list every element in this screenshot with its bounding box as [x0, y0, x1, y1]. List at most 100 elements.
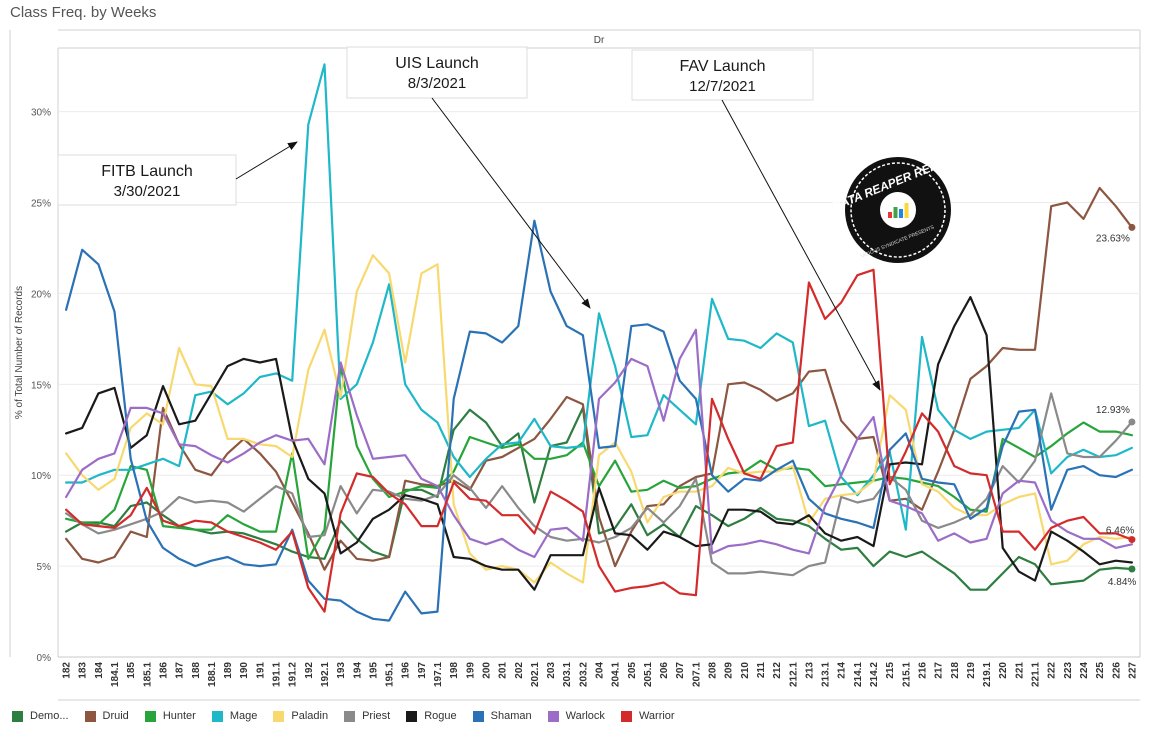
x-tick-label: 208	[708, 662, 719, 679]
x-tick-label: 204.1	[611, 662, 622, 687]
x-tick-label: 197.1	[433, 662, 444, 687]
annotation-arrow	[431, 97, 591, 309]
end-point-marker	[1128, 418, 1136, 426]
legend-label: Shaman	[490, 710, 532, 722]
legend-swatch	[84, 710, 96, 722]
x-tick-label: 227	[1127, 662, 1138, 679]
legend-item: Mage	[211, 710, 258, 722]
annotation-arrow	[235, 141, 298, 180]
end-value-label: 12.93%	[1096, 405, 1130, 416]
x-tick-label: 195	[368, 662, 379, 679]
x-tick-label: 186	[158, 662, 169, 679]
legend-label: Rogue	[424, 710, 457, 722]
y-tick-label: 15%	[31, 380, 51, 391]
logo-bar-icon	[904, 203, 909, 218]
legend-label: Druid	[102, 710, 129, 722]
x-tick-label: 212	[772, 662, 783, 679]
x-tick-label: 218	[950, 662, 961, 679]
x-tick-label: 213.1	[821, 662, 832, 687]
x-tick-label: 202.1	[530, 662, 541, 687]
series-line-warlock	[64, 328, 1134, 559]
x-tick-label: 191.1	[272, 662, 283, 687]
x-tick-label: 212.1	[788, 662, 799, 687]
x-tick-label: 224	[1079, 662, 1090, 679]
x-tick-label: 191.2	[288, 662, 299, 687]
x-tick-label: 226	[1111, 662, 1122, 679]
legend-item: Paladin	[273, 710, 328, 722]
logo-center	[878, 190, 918, 230]
x-tick-label: 214.2	[869, 662, 880, 687]
legend-item: Rogue	[406, 710, 457, 722]
x-tick-label: 192.1	[320, 662, 331, 687]
x-tick-label: 207	[675, 662, 686, 679]
y-tick-label: 0%	[37, 653, 52, 664]
x-tick-label: 189	[223, 662, 234, 679]
legend-item: Warlock	[547, 710, 605, 722]
legend-swatch	[211, 710, 223, 722]
x-tick-label: 196	[401, 662, 412, 679]
series-line-paladin	[64, 254, 1134, 584]
annotation-title: FITB Launch	[101, 163, 193, 180]
series-line-mage	[64, 63, 1134, 531]
legend-swatch	[472, 710, 484, 722]
x-tick-label: 188.1	[207, 662, 218, 687]
x-tick-label: 203	[546, 662, 557, 679]
series-line-priest	[64, 392, 1134, 577]
legend-swatch	[273, 710, 285, 722]
x-tick-label: 223	[1063, 662, 1074, 679]
end-point-marker	[1128, 223, 1136, 231]
annotation-title: FAV Launch	[680, 58, 766, 75]
legend-swatch	[344, 710, 356, 722]
logo-bar-icon	[893, 207, 898, 218]
x-tick-label: 185	[126, 662, 137, 679]
x-tick-label: 204	[595, 662, 606, 679]
x-tick-label: 187	[175, 662, 186, 679]
annotation-box	[57, 154, 237, 206]
x-tick-label: 191	[255, 662, 266, 679]
x-tick-label: 190	[239, 662, 250, 679]
annotation-box	[631, 49, 814, 101]
logo-ring	[850, 162, 946, 258]
series-line-shaman	[64, 219, 1134, 622]
legend-swatch	[547, 710, 559, 722]
annotation-date: 12/7/2021	[689, 78, 756, 95]
x-tick-label: 222	[1047, 662, 1058, 679]
x-tick-label: 209	[724, 662, 735, 679]
end-value-label: 23.63%	[1096, 233, 1130, 244]
legend-label: Demo...	[30, 710, 69, 722]
x-tick-label: 214.1	[853, 662, 864, 687]
x-tick-label: 221	[1014, 662, 1025, 679]
x-tick-label: 207.1	[691, 662, 702, 687]
x-tick-label: 192	[304, 662, 315, 679]
x-tick-label: 201	[498, 662, 509, 679]
logo-bar-icon	[888, 212, 892, 218]
series-line-warrior	[64, 268, 1134, 613]
legend-label: Priest	[362, 710, 391, 722]
x-tick-label: 211	[756, 662, 767, 679]
x-tick-label: 216	[917, 662, 928, 679]
x-tick-label: 205.1	[643, 662, 654, 687]
x-tick-label: 214	[837, 662, 848, 679]
y-tick-label: 30%	[31, 108, 51, 119]
y-tick-label: 5%	[37, 562, 52, 573]
x-tick-label: 206	[659, 662, 670, 679]
legend-item: Priest	[344, 710, 390, 722]
x-tick-label: 203.1	[562, 662, 573, 687]
x-tick-label: 220	[998, 662, 1009, 679]
series-line-hunter	[64, 365, 1134, 560]
y-axis-title: % of Total Number of Records	[14, 286, 25, 419]
legend-swatch	[620, 710, 632, 722]
x-tick-label: 183	[78, 662, 89, 679]
annotation-date: 8/3/2021	[408, 75, 466, 92]
x-tick-label: 194	[352, 662, 363, 679]
x-tick-label: 213	[804, 662, 815, 679]
chart-header-label: Dr	[594, 35, 605, 46]
end-point-marker	[1128, 536, 1136, 544]
x-tick-label: 215	[885, 662, 896, 679]
legend-label: Mage	[229, 710, 258, 722]
x-tick-label: 217	[934, 662, 945, 679]
x-tick-label: 193	[336, 662, 347, 679]
end-value-label: 6.46%	[1106, 526, 1134, 537]
legend-item: Warrior	[620, 710, 675, 722]
